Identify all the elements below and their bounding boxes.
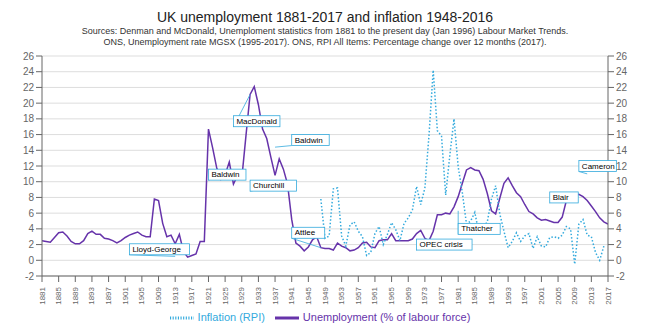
svg-text:2013: 2013 bbox=[587, 286, 596, 304]
svg-text:1909: 1909 bbox=[154, 286, 163, 304]
svg-text:1977: 1977 bbox=[437, 286, 446, 304]
svg-text:12: 12 bbox=[23, 161, 35, 172]
svg-text:1897: 1897 bbox=[104, 286, 113, 304]
svg-text:6: 6 bbox=[616, 208, 622, 219]
svg-text:4: 4 bbox=[616, 223, 622, 234]
svg-text:2: 2 bbox=[28, 239, 34, 250]
svg-text:1989: 1989 bbox=[487, 286, 496, 304]
svg-text:18: 18 bbox=[616, 113, 628, 124]
svg-text:0: 0 bbox=[616, 255, 622, 266]
svg-text:Baldwin: Baldwin bbox=[295, 136, 323, 145]
svg-text:1993: 1993 bbox=[504, 286, 513, 304]
svg-text:1949: 1949 bbox=[321, 286, 330, 304]
html-text:Sources: Denman and McDonald,: Sources: Denman and McDonald, Unemplomen… bbox=[81, 26, 569, 36]
svg-text:1969: 1969 bbox=[404, 286, 413, 304]
svg-text:-2: -2 bbox=[616, 271, 625, 282]
svg-text:1921: 1921 bbox=[204, 286, 213, 304]
svg-text:Blair: Blair bbox=[553, 193, 569, 202]
svg-text:4: 4 bbox=[28, 223, 34, 234]
svg-text:14: 14 bbox=[23, 145, 35, 156]
svg-text:20: 20 bbox=[616, 98, 628, 109]
svg-text:1885: 1885 bbox=[54, 286, 63, 304]
svg-text:22: 22 bbox=[616, 82, 628, 93]
svg-text:2005: 2005 bbox=[554, 286, 563, 304]
html-text:ONS, Unemployment rate MGSX (1: ONS, Unemployment rate MGSX (1995-2017).… bbox=[103, 37, 547, 47]
svg-text:1925: 1925 bbox=[221, 286, 230, 304]
svg-text:24: 24 bbox=[23, 66, 35, 77]
svg-text:1997: 1997 bbox=[520, 286, 529, 304]
svg-text:12: 12 bbox=[616, 161, 628, 172]
svg-text:1929: 1929 bbox=[237, 286, 246, 304]
svg-text:1985: 1985 bbox=[470, 286, 479, 304]
svg-text:2017: 2017 bbox=[604, 286, 613, 304]
svg-text:1961: 1961 bbox=[370, 286, 379, 304]
svg-text:1937: 1937 bbox=[271, 286, 280, 304]
svg-text:24: 24 bbox=[616, 66, 628, 77]
svg-text:0: 0 bbox=[28, 255, 34, 266]
svg-text:1981: 1981 bbox=[454, 286, 463, 304]
svg-text:26: 26 bbox=[616, 51, 628, 62]
svg-text:1953: 1953 bbox=[337, 286, 346, 304]
svg-text:8: 8 bbox=[616, 192, 622, 203]
svg-text:1941: 1941 bbox=[287, 286, 296, 304]
svg-text:Baldwin: Baldwin bbox=[211, 170, 239, 179]
svg-text:2009: 2009 bbox=[570, 286, 579, 304]
svg-text:2001: 2001 bbox=[537, 286, 546, 304]
svg-text:1901: 1901 bbox=[121, 286, 130, 304]
svg-text:10: 10 bbox=[616, 176, 628, 187]
svg-text:1973: 1973 bbox=[420, 286, 429, 304]
svg-text:Churchill: Churchill bbox=[253, 181, 284, 190]
svg-text:1965: 1965 bbox=[387, 286, 396, 304]
svg-text:18: 18 bbox=[23, 113, 35, 124]
svg-text:2: 2 bbox=[616, 239, 622, 250]
svg-text:10: 10 bbox=[23, 176, 35, 187]
svg-text:1945: 1945 bbox=[304, 286, 313, 304]
svg-text:1893: 1893 bbox=[87, 286, 96, 304]
html-text:Unemployment (% of labour forc: Unemployment (% of labour force) bbox=[302, 310, 471, 323]
svg-text:1905: 1905 bbox=[137, 286, 146, 304]
svg-text:20: 20 bbox=[23, 98, 35, 109]
svg-text:16: 16 bbox=[616, 129, 628, 140]
html-text:UK unemployment 1881-2017 and: UK unemployment 1881-2017 and inflation … bbox=[156, 9, 494, 25]
svg-text:MacDonald: MacDonald bbox=[236, 117, 276, 126]
svg-text:22: 22 bbox=[23, 82, 35, 93]
svg-text:Thatcher: Thatcher bbox=[461, 224, 493, 233]
svg-text:-2: -2 bbox=[25, 271, 34, 282]
svg-text:1889: 1889 bbox=[71, 286, 80, 304]
svg-text:Attlee: Attlee bbox=[295, 228, 316, 237]
svg-text:1933: 1933 bbox=[254, 286, 263, 304]
svg-text:1917: 1917 bbox=[187, 286, 196, 304]
svg-text:26: 26 bbox=[23, 51, 35, 62]
svg-text:1957: 1957 bbox=[354, 286, 363, 304]
svg-text:OPEC crisis: OPEC crisis bbox=[420, 240, 463, 249]
svg-text:8: 8 bbox=[28, 192, 34, 203]
svg-text:16: 16 bbox=[23, 129, 35, 140]
svg-text:14: 14 bbox=[616, 145, 628, 156]
svg-text:Cameron: Cameron bbox=[582, 162, 615, 171]
svg-text:Lloyd-George: Lloyd-George bbox=[132, 245, 181, 254]
html-text:Inflation (RPI): Inflation (RPI) bbox=[197, 310, 265, 323]
svg-text:6: 6 bbox=[28, 208, 34, 219]
svg-text:1913: 1913 bbox=[171, 286, 180, 304]
svg-text:1881: 1881 bbox=[38, 286, 47, 304]
